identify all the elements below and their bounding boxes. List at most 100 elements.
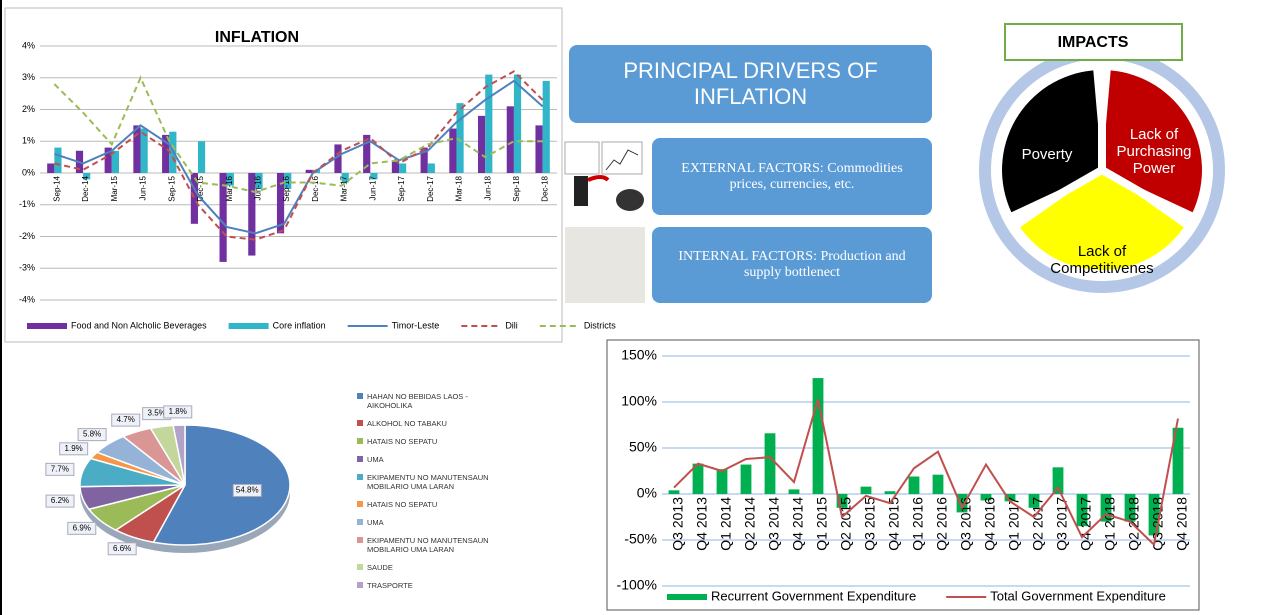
legend-label: EKIPAMENTU NO MANUTENSAUN MOBILARIO UMA …	[367, 536, 489, 554]
bar	[305, 169, 313, 173]
y-tick-label: 2%	[22, 104, 35, 114]
legend-label: UMA	[367, 455, 384, 464]
x-tick-label: Q4 2018	[1174, 497, 1190, 551]
y-tick-label: -1%	[19, 199, 35, 209]
y-tick-label: -50%	[624, 531, 657, 547]
bar	[506, 106, 514, 173]
commodity-icons	[564, 141, 645, 303]
bar	[1172, 427, 1184, 494]
bar	[668, 490, 680, 494]
line-series	[673, 398, 1179, 547]
bar	[248, 173, 256, 256]
x-tick-label: Q3 2013	[670, 497, 686, 551]
x-tick-label: Jun-18	[483, 175, 492, 200]
legend-swatch	[357, 519, 363, 525]
x-tick-label: Q3 2017	[1054, 497, 1070, 551]
legend-label: Districts	[584, 320, 616, 330]
legend-label: Core inflation	[273, 320, 326, 330]
x-tick-label: Mar-18	[455, 175, 464, 201]
bar	[190, 173, 198, 224]
x-tick-label: Sep-17	[397, 175, 406, 201]
line-series	[54, 70, 544, 241]
bar	[1148, 494, 1160, 536]
legend-item: TRASPORTE	[357, 581, 512, 590]
legend-swatch	[357, 537, 363, 543]
x-tick-label: Q3 2015	[862, 497, 878, 551]
legend-item: HAHAN NO BEBIDAS LAOS - AIKOHOLIKA	[357, 392, 512, 410]
bar	[1076, 494, 1088, 527]
legend-label: Total Government Expenditure	[990, 588, 1166, 603]
bar	[478, 115, 486, 173]
y-tick-label: 150%	[621, 347, 657, 363]
impacts-title-box	[1004, 23, 1183, 61]
legend-label: ALKOHOL NO TABAKU	[367, 419, 447, 428]
impact-label: Lack of Competitivenes	[1050, 243, 1154, 277]
bar	[513, 74, 522, 173]
bar	[255, 173, 263, 189]
bar	[1100, 494, 1112, 522]
bar	[219, 173, 227, 262]
bar	[1004, 494, 1016, 502]
bar	[716, 469, 728, 494]
x-tick-label: Jun-15	[139, 175, 148, 200]
legend-label: HAHAN NO BEBIDAS LAOS - AIKOHOLIKA	[367, 392, 468, 410]
x-tick-label: Dec-18	[541, 175, 550, 201]
impacts-title: IMPACTS	[1058, 34, 1129, 51]
x-tick-label: Sep-18	[512, 175, 521, 201]
legend-label: TRASPORTE	[367, 581, 413, 590]
legend-label: HATAIS NO SEPATU	[367, 437, 438, 446]
x-tick-label: Q1 2018	[1102, 497, 1118, 551]
legend-swatch	[27, 323, 67, 329]
bar	[370, 173, 378, 180]
bar	[363, 134, 371, 173]
y-tick-label: 100%	[621, 393, 657, 409]
bar	[83, 173, 91, 180]
expenditure-frame	[606, 339, 1200, 611]
x-tick-label: Dec-15	[196, 175, 205, 201]
legend-swatch	[228, 323, 269, 329]
value-label-box	[59, 442, 89, 456]
bar	[485, 74, 493, 173]
value-label-box	[163, 405, 193, 419]
bar	[399, 163, 407, 173]
legend-swatch	[357, 456, 363, 462]
bar	[391, 160, 400, 173]
x-tick-label: Mar-17	[340, 175, 349, 201]
x-tick-label: Sep-15	[167, 175, 176, 201]
value-label: 5.8%	[83, 430, 101, 439]
x-tick-label: Mar-16	[225, 175, 234, 201]
value-label: 6.9%	[73, 523, 91, 532]
x-tick-label: Q4 2015	[886, 497, 902, 551]
x-tick-label: Q3 2016	[958, 497, 974, 551]
pie-slice	[172, 424, 186, 486]
impact-label: Poverty	[1021, 146, 1073, 163]
x-tick-label: Sep-14	[52, 175, 61, 201]
x-tick-label: Dec-14	[81, 175, 90, 201]
x-tick-label: Q1 2015	[814, 497, 830, 551]
x-tick-label: Jun-16	[254, 175, 263, 200]
legend-label: Food and Non Alcholic Beverages	[71, 320, 207, 330]
bar	[884, 491, 896, 494]
x-tick-label: Q4 2014	[790, 497, 806, 551]
legend-label: HATAIS NO SEPATU	[367, 500, 438, 509]
bar	[162, 134, 170, 173]
y-tick-label: -4%	[19, 294, 35, 304]
y-tick-label: 3%	[22, 72, 35, 82]
value-label: 54.8%	[236, 486, 259, 495]
bar	[860, 486, 872, 494]
pie-legend: HAHAN NO BEBIDAS LAOS - AIKOHOLIKA ALKOHO…	[357, 392, 512, 590]
legend-item: UMA	[357, 455, 512, 464]
value-label: 3.5%	[148, 409, 166, 418]
x-tick-label: Q1 2016	[910, 497, 926, 551]
x-tick-label: Jun-17	[368, 175, 377, 200]
bar	[692, 463, 704, 494]
legend-swatch	[357, 393, 363, 399]
legend-swatch	[357, 420, 363, 426]
bar	[812, 378, 824, 494]
value-label-box	[232, 483, 262, 497]
value-label: 1.9%	[65, 444, 83, 453]
chart-title: INFLATION	[215, 29, 299, 46]
bar	[140, 128, 148, 173]
bar	[788, 489, 800, 494]
